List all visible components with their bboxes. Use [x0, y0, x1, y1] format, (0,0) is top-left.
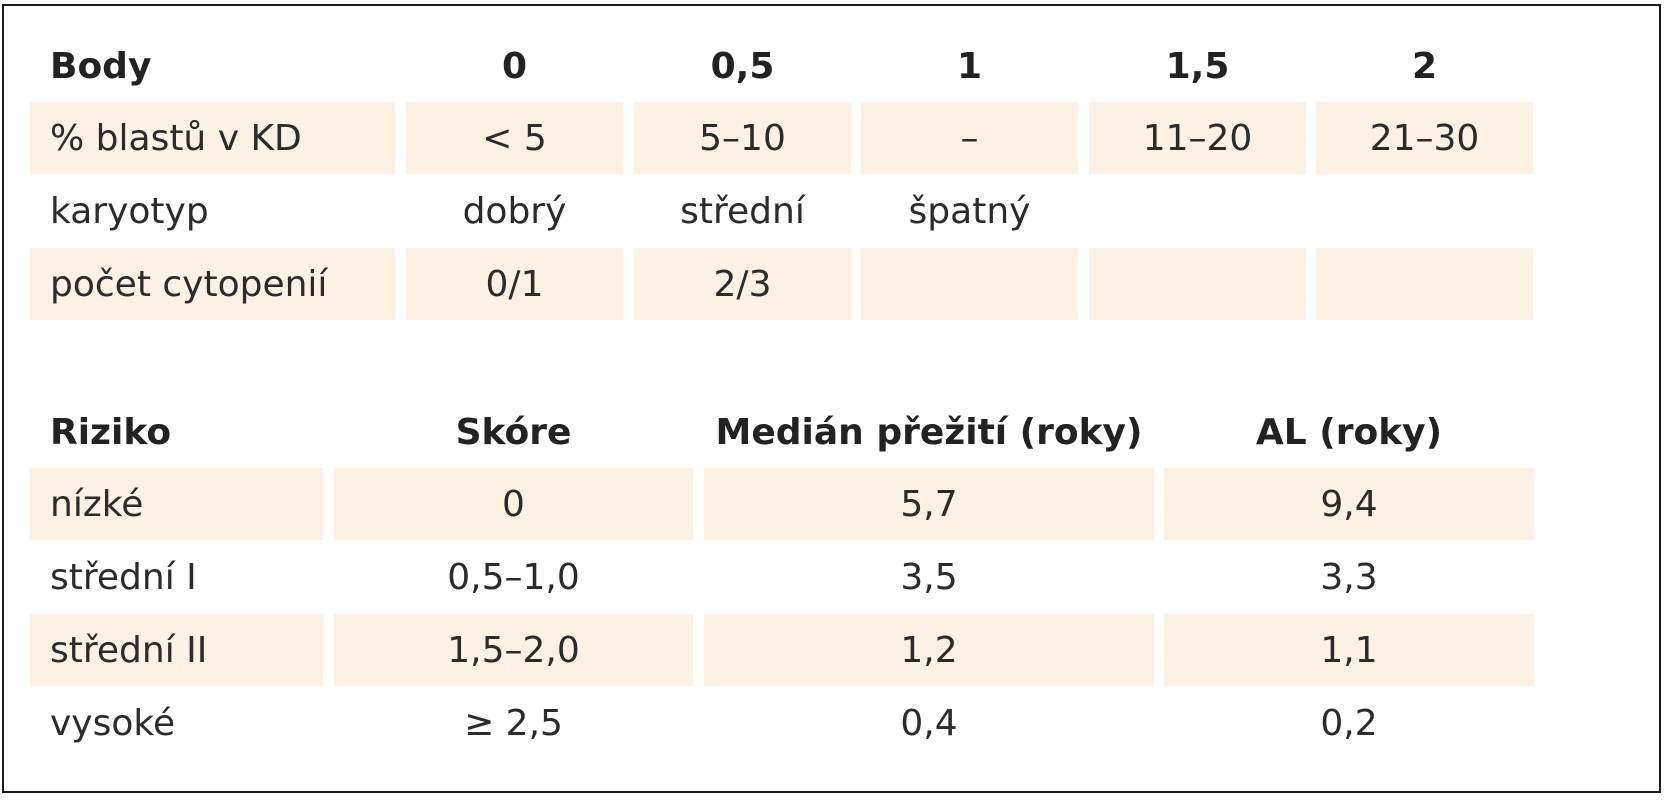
row-label: vysoké [50, 702, 176, 744]
table-cell: 0 [334, 468, 693, 540]
header-cell: Skóre [455, 411, 572, 453]
table-cell: 0,2 [1320, 702, 1378, 744]
table-row: vysoké ≥ 2,5 0,4 0,2 [30, 687, 1634, 759]
row-label: karyotyp [50, 190, 209, 232]
table-row: karyotyp dobrý střední špatný [30, 175, 1634, 247]
header-cell: Medián přežití (roky) [715, 411, 1143, 453]
row-label: střední II [30, 614, 323, 686]
table-cell: 3,5 [900, 556, 958, 598]
header-cell: 0 [501, 45, 528, 87]
table-row: nízké 0 5,7 9,4 [30, 468, 1634, 540]
table-cell: 1,5–2,0 [334, 614, 693, 686]
header-cell: 1 [956, 45, 983, 87]
table-cell: 2/3 [634, 248, 851, 320]
table-cell: 3,3 [1320, 556, 1378, 598]
header-cell: 0,5 [710, 45, 775, 87]
table-cell: dobrý [462, 190, 567, 232]
row-label: nízké [30, 468, 323, 540]
row-label: střední I [50, 556, 197, 598]
scoring-table-header: Body 0 0,5 1 1,5 2 [30, 32, 1634, 100]
table-cell: 11–20 [1089, 102, 1306, 174]
table-cell: < 5 [406, 102, 623, 174]
row-label: počet cytopenií [30, 248, 395, 320]
table-cell [1089, 248, 1306, 320]
table-cell: 5,7 [704, 468, 1154, 540]
table-cell: 0,4 [900, 702, 958, 744]
table-row: % blastů v KD < 5 5–10 – 11–20 21–30 [30, 102, 1634, 174]
table-row: střední II 1,5–2,0 1,2 1,1 [30, 614, 1634, 686]
table-cell: ≥ 2,5 [464, 702, 563, 744]
table-cell [1089, 175, 1306, 247]
table-cell: 0/1 [406, 248, 623, 320]
header-cell: Body [50, 45, 152, 87]
table-cell: špatný [908, 190, 1031, 232]
row-label: % blastů v KD [30, 102, 395, 174]
risk-table-header: Riziko Skóre Medián přežití (roky) AL (r… [30, 398, 1634, 466]
table-cell: 21–30 [1316, 102, 1533, 174]
table-cell: 1,2 [704, 614, 1154, 686]
table-cell: 0,5–1,0 [447, 556, 580, 598]
table-cell: 1,1 [1164, 614, 1534, 686]
table-cell: 5–10 [634, 102, 851, 174]
table-cell: střední [680, 190, 805, 232]
table-cell: 9,4 [1164, 468, 1534, 540]
table-row: střední I 0,5–1,0 3,5 3,3 [30, 541, 1634, 613]
table-cell: – [861, 102, 1078, 174]
header-cell: Riziko [50, 411, 172, 453]
header-cell: 2 [1411, 45, 1438, 87]
table-cell [1316, 175, 1533, 247]
header-cell: 1,5 [1165, 45, 1230, 87]
table-row: počet cytopenií 0/1 2/3 [30, 248, 1634, 320]
table-cell [1316, 248, 1533, 320]
table-cell [861, 248, 1078, 320]
header-cell: AL (roky) [1255, 411, 1443, 453]
